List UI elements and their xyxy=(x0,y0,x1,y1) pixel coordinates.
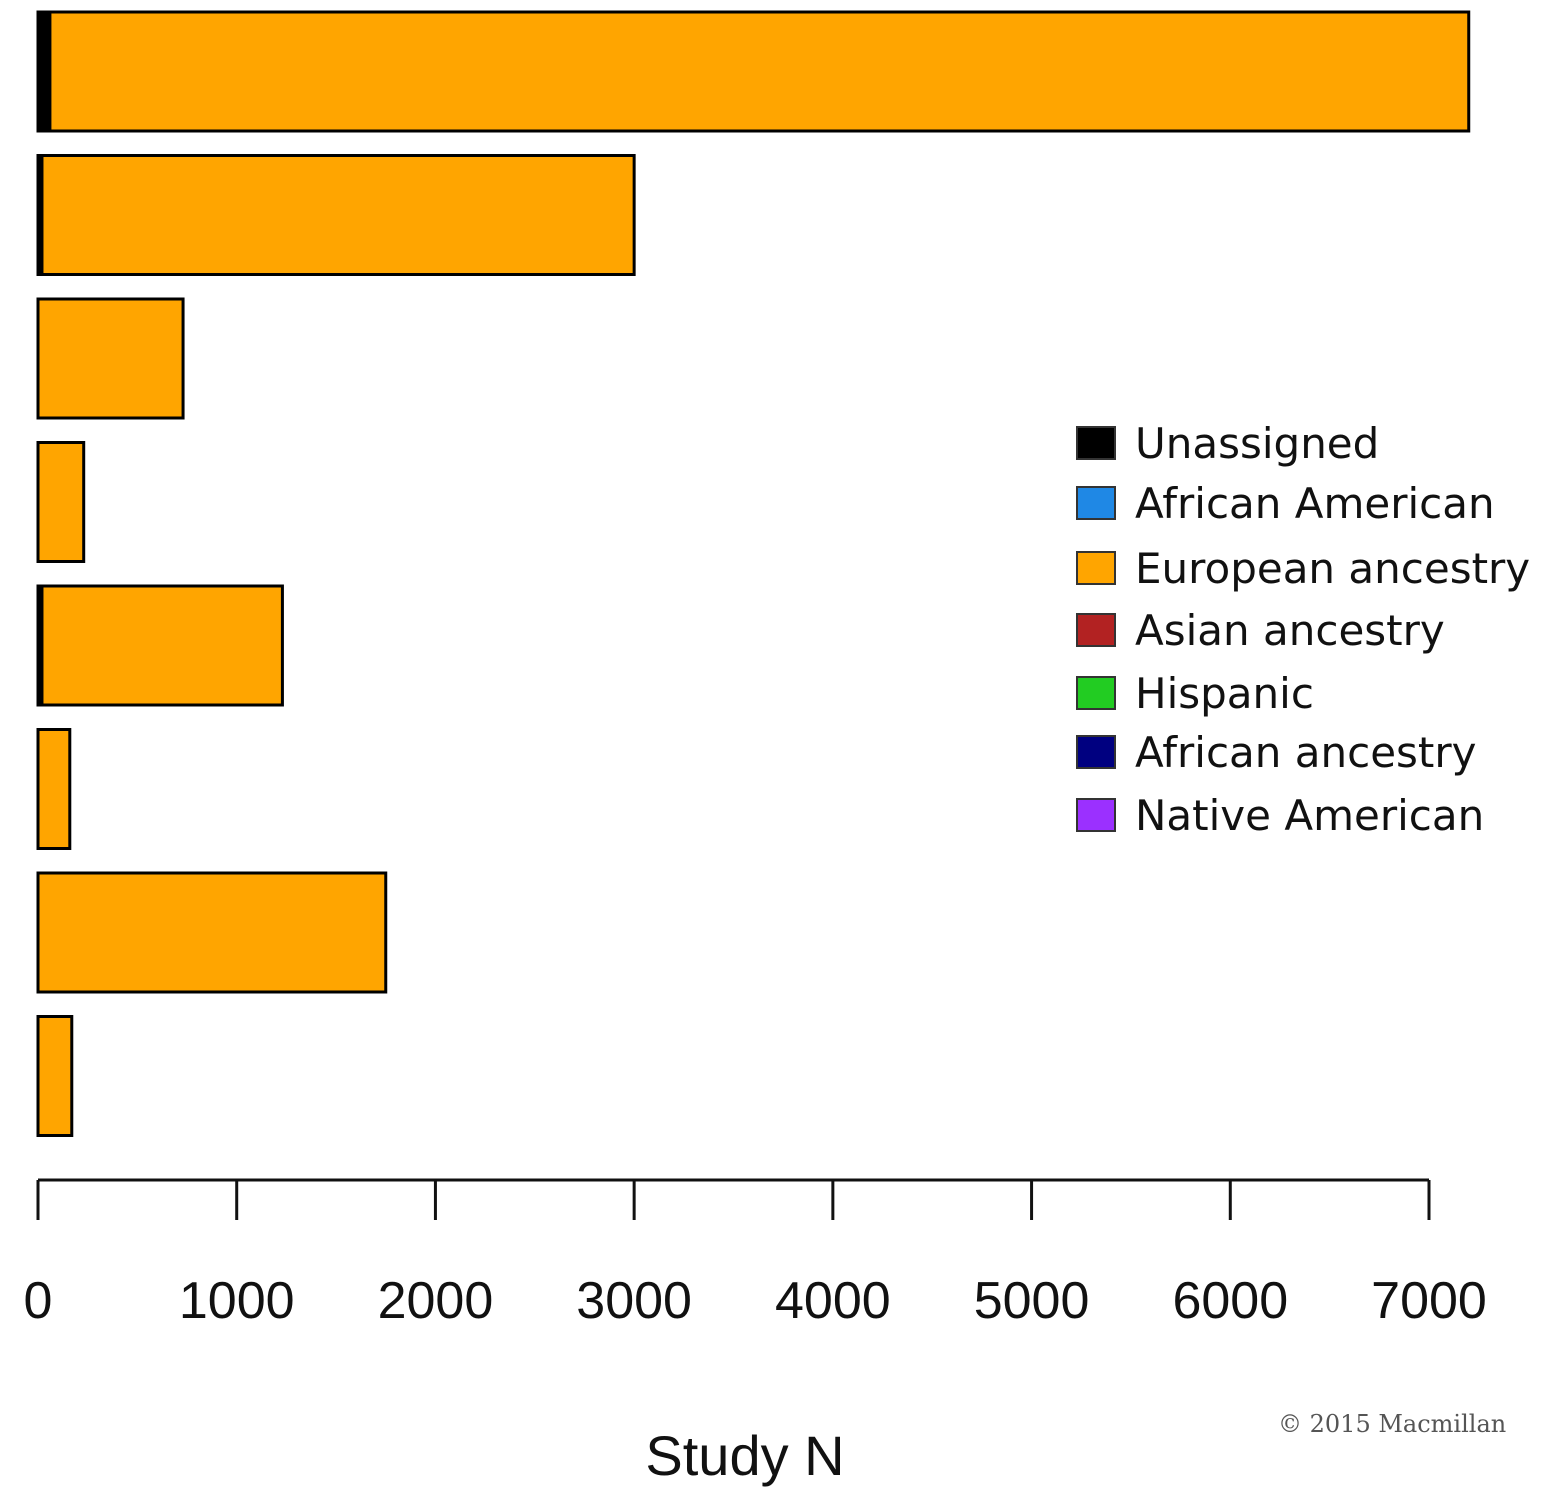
x-tick-label-5000: 5000 xyxy=(974,1272,1090,1330)
legend-label-african-ancestry: African ancestry xyxy=(1135,728,1477,777)
bar-4-european-ancestry xyxy=(36,441,86,563)
copyright-text: © 2015 Macmillan xyxy=(1278,1410,1506,1438)
legend-swatch-african-american xyxy=(1076,486,1116,520)
x-axis-label: Study N xyxy=(645,1424,844,1487)
legend-label-native-american: Native American xyxy=(1135,791,1484,840)
x-tick-label-0: 0 xyxy=(24,1272,53,1330)
x-tick-label-1000: 1000 xyxy=(179,1272,295,1330)
x-tick-label-6000: 6000 xyxy=(1172,1272,1288,1330)
legend-label-asian-ancestry: Asian ancestry xyxy=(1135,606,1445,655)
x-tick-label-7000: 7000 xyxy=(1371,1272,1487,1330)
bar-5-european-ancestry xyxy=(40,584,284,707)
legend-swatch-unassigned xyxy=(1076,426,1116,460)
x-tick-label-4000: 4000 xyxy=(775,1272,891,1330)
legend-swatch-hispanic xyxy=(1076,676,1116,710)
bar-6-european-ancestry xyxy=(36,728,72,850)
bar-1-european-ancestry xyxy=(48,10,1471,133)
bar-8-european-ancestry xyxy=(36,1015,74,1137)
x-tick-label-2000: 2000 xyxy=(378,1272,494,1330)
bar-2-european-ancestry xyxy=(40,154,636,276)
legend-swatch-european-ancestry xyxy=(1076,551,1116,585)
legend: Unassigned African American European ances… xyxy=(1076,419,1530,840)
bar-1-unassigned xyxy=(36,10,52,133)
legend-label-unassigned: Unassigned xyxy=(1135,419,1379,468)
bar-3-european-ancestry xyxy=(36,297,185,420)
legend-label-european-ancestry: European ancestry xyxy=(1135,544,1530,593)
x-axis: 0 1000 2000 3000 4000 5000 6000 7000 xyxy=(24,1178,1487,1330)
legend-swatch-african-ancestry xyxy=(1076,735,1116,769)
legend-swatch-native-american xyxy=(1076,798,1116,832)
bars-group xyxy=(36,10,1471,1137)
x-tick-label-3000: 3000 xyxy=(576,1272,692,1330)
legend-swatch-asian-ancestry xyxy=(1076,613,1116,647)
legend-label-african-american: African American xyxy=(1135,479,1495,528)
legend-label-hispanic: Hispanic xyxy=(1135,669,1314,718)
bar-7-european-ancestry xyxy=(36,871,388,994)
